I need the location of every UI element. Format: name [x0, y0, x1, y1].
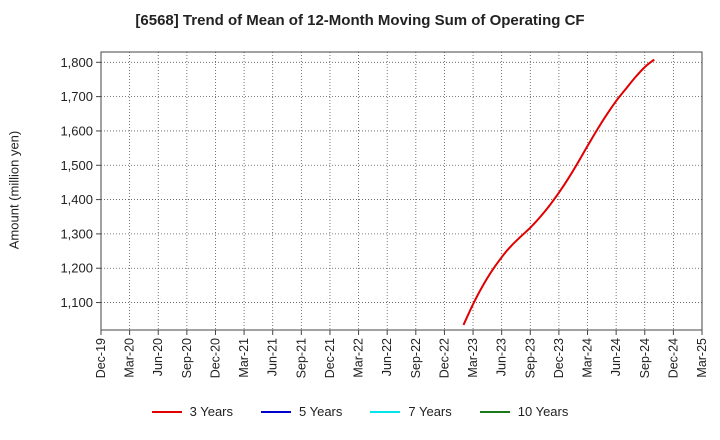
x-tick-label: Mar-22: [352, 338, 366, 378]
x-tick-label: Mar-23: [466, 338, 480, 378]
x-tick-label: Jun-22: [380, 338, 394, 376]
x-tick-label: Dec-21: [323, 338, 337, 378]
legend-label: 3 Years: [189, 404, 233, 419]
x-tick-label: Sep-22: [409, 338, 423, 378]
x-tick-label: Jun-20: [151, 338, 165, 376]
legend-swatch: [151, 410, 182, 413]
legend-item-7-years: 7 Years: [370, 404, 452, 419]
legend-item-3-years: 3 Years: [151, 404, 233, 419]
legend-label: 10 Years: [517, 404, 569, 419]
x-tick-label: Dec-23: [552, 338, 566, 378]
x-tick-label: Sep-24: [638, 338, 652, 378]
legend-item-10-years: 10 Years: [479, 404, 569, 419]
x-tick-label: Mar-24: [581, 338, 595, 378]
y-tick-label: 1,600: [60, 123, 93, 138]
x-tick-label: Sep-23: [523, 338, 537, 378]
y-tick-label: 1,700: [60, 89, 93, 104]
x-tick-label: Dec-22: [437, 338, 451, 378]
x-tick-label: Sep-21: [294, 338, 308, 378]
y-tick-label: 1,500: [60, 158, 93, 173]
x-tick-label: Dec-19: [94, 338, 108, 378]
x-tick-label: Jun-21: [266, 338, 280, 376]
x-tick-label: Dec-24: [666, 338, 680, 378]
x-tick-label: Sep-20: [180, 338, 194, 378]
series-line-3-years: [462, 58, 655, 326]
legend-label: 5 Years: [299, 404, 343, 419]
x-tick-label: Jun-24: [609, 338, 623, 376]
x-tick-label: Mar-25: [695, 338, 709, 378]
legend-item-5-years: 5 Years: [261, 404, 342, 419]
x-tick-label: Mar-20: [123, 338, 137, 378]
legend-swatch: [261, 410, 291, 413]
y-tick-label: 1,100: [60, 295, 93, 310]
y-tick-label: 1,800: [60, 55, 93, 70]
legend-label: 7 Years: [408, 404, 452, 419]
plot-area: [100, 51, 703, 331]
x-tick-label: Dec-20: [208, 338, 222, 378]
legend-swatch: [370, 410, 401, 413]
y-tick-label: 1,400: [60, 192, 93, 207]
legend: 3 Years 5 Years 7 Years 10 Years: [0, 404, 720, 419]
chart-title: [6568] Trend of Mean of 12-Month Moving …: [135, 12, 585, 29]
legend-swatch: [479, 410, 510, 413]
y-tick-label: 1,200: [60, 261, 93, 276]
x-tick-label: Mar-21: [237, 338, 251, 378]
x-tick-label: Jun-23: [495, 338, 509, 376]
y-tick-label: 1,300: [60, 226, 93, 241]
